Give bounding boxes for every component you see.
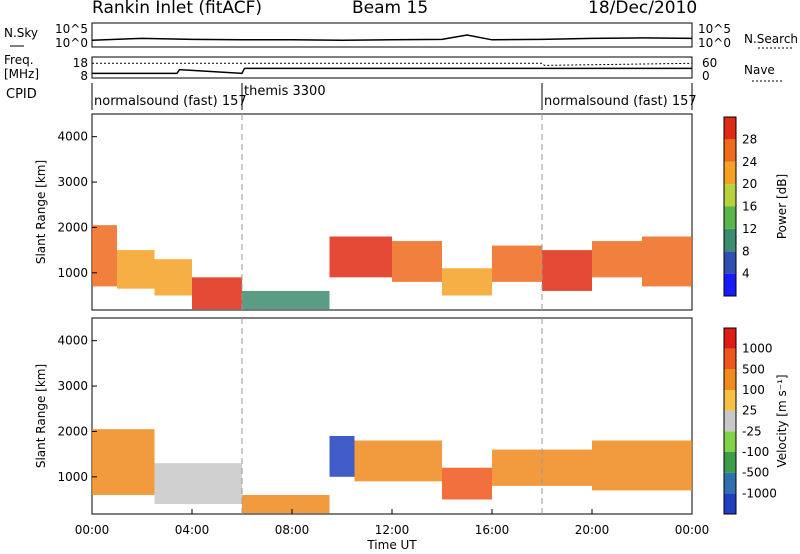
freq-frame — [91, 56, 693, 79]
beam-label: Beam 15 — [352, 0, 429, 18]
x-tick-label: 04:00 — [175, 523, 210, 537]
nsearch-label: N.Search — [744, 32, 798, 46]
velocity-colorbar-tick: -1000 — [742, 486, 777, 500]
velocity-colorbar-swatch — [724, 431, 736, 452]
x-tick-label: 00:00 — [675, 523, 710, 537]
date-label: 18/Dec/2010 — [588, 0, 698, 18]
power-colorbar-tick: 4 — [742, 267, 750, 281]
velocity-colorbar-swatch — [724, 390, 736, 411]
freq-line — [92, 67, 692, 75]
velocity-colorbar-swatch — [724, 328, 736, 349]
heatmap-band — [117, 250, 155, 289]
heatmap-band — [329, 435, 355, 477]
velocity-colorbar-tick: 100 — [742, 383, 765, 397]
velocity-colorbar-tick: 1000 — [742, 342, 773, 356]
velocity-colorbar-tick: -25 — [742, 424, 762, 438]
power-colorbar-tick: 16 — [742, 200, 757, 214]
power-colorbar-frame — [723, 116, 737, 297]
power-colorbar-swatch — [724, 139, 736, 162]
velocity-colorbar-tick: 500 — [742, 362, 765, 376]
nave-line — [92, 62, 693, 66]
power-colorbar-label: Power [dB] — [775, 174, 789, 239]
power-colorbar-swatch — [724, 273, 736, 296]
y-axis-label: Slant Range [km] — [34, 364, 48, 468]
freq-tick: 8 — [80, 69, 88, 83]
heatmap-band — [442, 268, 492, 296]
heatmap-band — [154, 259, 192, 296]
power-colorbar-swatch — [724, 117, 736, 140]
y-tick-label: 3000 — [57, 175, 88, 189]
y-tick-label: 3000 — [57, 379, 88, 393]
power-colorbar-tick: 12 — [742, 222, 757, 236]
velocity-colorbar-label: Velocity [m s⁻¹] — [775, 374, 789, 467]
heatmap-band — [492, 245, 542, 282]
velocity-colorbar-swatch — [724, 348, 736, 370]
heatmap-band — [354, 440, 442, 482]
x-tick-label: 16:00 — [475, 523, 510, 537]
velocity-colorbar-swatch — [724, 493, 736, 514]
power-colorbar-swatch — [724, 228, 736, 252]
y-tick-label: 2000 — [57, 424, 88, 438]
plot-title: Rankin Inlet (fitACF) — [92, 0, 263, 18]
velocity-colorbar-swatch — [724, 472, 736, 494]
velocity-colorbar-swatch — [724, 410, 736, 432]
heatmap-band — [242, 290, 330, 310]
velocity-colorbar-tick: -100 — [742, 445, 769, 459]
heatmap-band — [442, 467, 492, 500]
power-colorbar-swatch — [724, 251, 736, 274]
y-tick-label: 4000 — [57, 130, 88, 144]
y-tick-label: 2000 — [57, 220, 88, 234]
x-tick-label: 20:00 — [575, 523, 610, 537]
cpid-segment: themis 3300 — [244, 84, 326, 99]
cpid-segment: normalsound (fast) 157 — [544, 94, 697, 109]
heatmap-band — [329, 236, 392, 278]
freq-unit: [MHz] — [4, 67, 39, 81]
heatmap-band — [542, 250, 592, 291]
cpid-segment: normalsound (fast) 157 — [94, 94, 247, 109]
heatmap-band — [392, 241, 442, 282]
velocity-colorbar-swatch — [724, 452, 736, 473]
power-colorbar-tick: 28 — [742, 132, 757, 146]
velocity-colorbar-tick: -500 — [742, 466, 769, 480]
velocity-colorbar-swatch — [724, 369, 736, 390]
x-tick-label: 00:00 — [75, 523, 110, 537]
nave-tick: 0 — [702, 69, 710, 83]
nave-label: Nave — [744, 63, 775, 77]
nsearch-tick: 10^5 — [698, 22, 731, 36]
nave-tick: 60 — [702, 56, 717, 70]
heatmap-band — [592, 440, 692, 491]
y-axis-label: Slant Range [km] — [34, 160, 48, 264]
velocity-colorbar-tick: 25 — [742, 404, 757, 418]
x-axis-label: Time UT — [366, 538, 417, 552]
heatmap-band — [154, 463, 242, 505]
nsky-label: N.Sky — [4, 26, 38, 40]
x-tick-label: 08:00 — [275, 523, 310, 537]
freq-tick: 18 — [73, 56, 88, 70]
heatmap-band — [642, 236, 692, 287]
power-colorbar-tick: 8 — [742, 244, 750, 258]
freq-label: Freq. — [4, 53, 34, 67]
nsky-tick: 10^0 — [55, 36, 88, 50]
power-colorbar-swatch — [724, 161, 736, 185]
heatmap-band — [92, 429, 155, 495]
velocity-colorbar-frame — [723, 327, 737, 515]
heatmap-band — [92, 225, 117, 287]
y-tick-label: 4000 — [57, 334, 88, 348]
y-tick-label: 1000 — [57, 470, 88, 484]
heatmap-band — [242, 494, 330, 514]
power-colorbar-tick: 20 — [742, 177, 757, 191]
nsky-tick: 10^5 — [55, 22, 88, 36]
nsky-line — [91, 34, 693, 42]
power-colorbar-tick: 24 — [742, 155, 757, 169]
power-colorbar-swatch — [724, 184, 736, 207]
power-colorbar-swatch — [724, 206, 736, 229]
heatmap-band — [592, 241, 642, 278]
x-tick-label: 12:00 — [375, 523, 410, 537]
y-tick-label: 1000 — [57, 266, 88, 280]
nsky-frame — [91, 22, 693, 48]
nsearch-tick: 10^0 — [698, 36, 731, 50]
heatmap-band — [192, 277, 242, 310]
cpid-label: CPID — [6, 87, 37, 102]
